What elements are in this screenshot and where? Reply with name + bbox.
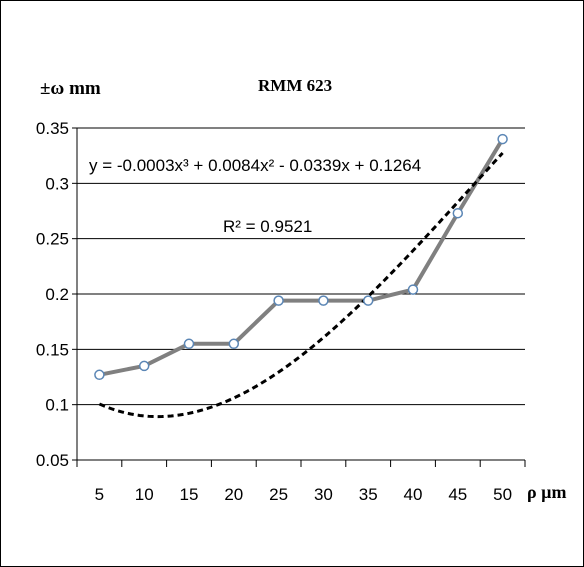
x-axis-title: ρ µm (527, 482, 567, 503)
x-tick-label: 40 (404, 485, 423, 504)
data-point (407, 284, 419, 295)
y-tick-label: 0.25 (36, 230, 69, 249)
y-tick-label: 0.3 (45, 174, 69, 193)
chart-title-text: RMM 623 (258, 76, 333, 95)
y-axis-title: ±ω mm (40, 78, 101, 100)
series-line (99, 138, 505, 377)
data-point (94, 369, 105, 381)
y-tick-label: 0.2 (45, 285, 69, 304)
data-point (228, 338, 240, 350)
data-point (183, 338, 195, 350)
y-tick-label: 0.05 (36, 451, 69, 470)
data-point (138, 360, 150, 372)
x-tick-label: 20 (224, 485, 243, 504)
x-tick-label: 25 (269, 485, 288, 504)
trendline-equation: y = -0.0003x³ + 0.0084x² - 0.0339x + 0.1… (89, 156, 421, 175)
data-point (318, 295, 329, 306)
x-tick-label: 45 (448, 485, 467, 504)
y-tick-label: 0.35 (36, 119, 69, 138)
x-tick-label: 50 (493, 485, 512, 504)
x-tick-label: 35 (359, 485, 378, 504)
x-tick-label: 5 (95, 485, 104, 504)
chart-title: RMM 623 (258, 76, 332, 96)
y-axis-title-text: ±ω mm (40, 78, 101, 99)
data-point (362, 295, 374, 306)
x-axis-title-text: ρ µm (527, 482, 567, 502)
x-tick-label: 15 (180, 485, 199, 504)
trendline (98, 151, 504, 419)
x-tick-label: 10 (135, 485, 154, 504)
y-tick-label: 0.1 (45, 396, 69, 415)
y-tick-label: 0.15 (36, 340, 69, 359)
x-tick-label: 30 (314, 485, 333, 504)
data-point (273, 295, 284, 306)
data-point (497, 133, 508, 145)
data-point (452, 207, 464, 219)
trendline-r2: R² = 0.9521 (223, 217, 312, 236)
